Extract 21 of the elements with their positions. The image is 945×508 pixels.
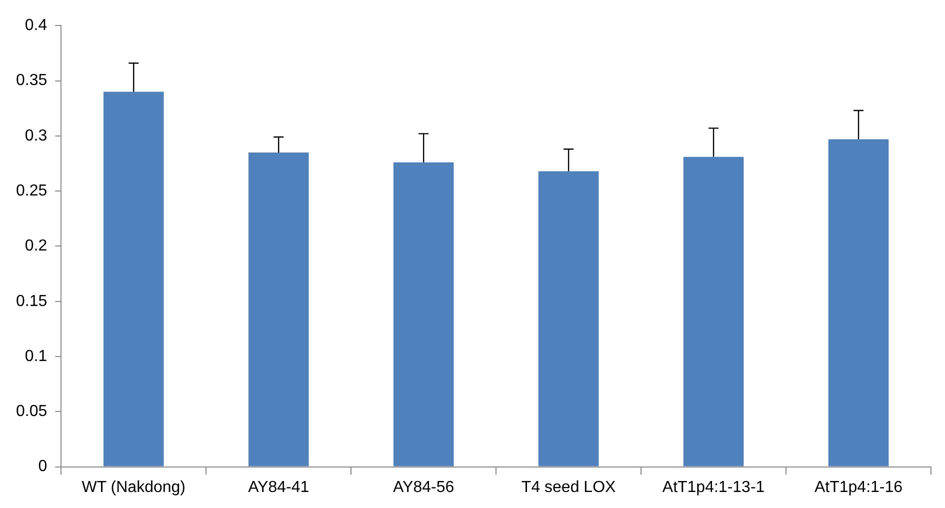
- bar: [828, 139, 889, 466]
- bar: [103, 92, 164, 466]
- x-tick-label: T4 seed LOX: [521, 478, 616, 496]
- y-tick-label: 0.3: [24, 127, 48, 144]
- bar: [393, 162, 454, 466]
- bar: [538, 171, 599, 466]
- y-tick-label: 0: [38, 458, 48, 476]
- y-tick-label: 0.35: [16, 72, 48, 90]
- y-tick-label: 0.15: [16, 292, 48, 310]
- x-tick-label: AY84-56: [393, 478, 454, 496]
- y-tick-label: 0.05: [16, 403, 48, 420]
- x-tick-label: AY84-41: [248, 478, 310, 496]
- x-tick-label: AtT1p4:1-16: [814, 478, 903, 496]
- y-tick-label: 0.1: [24, 348, 48, 365]
- bar: [683, 156, 744, 466]
- x-tick-label: AtT1p4:1-13-1: [662, 478, 765, 496]
- y-tick-label: 0.4: [24, 17, 48, 34]
- x-tick-label: WT (Nakdong): [82, 478, 186, 496]
- y-tick-label: 0.25: [16, 182, 48, 200]
- y-tick-label: 0.2: [24, 238, 48, 255]
- bar: [248, 152, 309, 466]
